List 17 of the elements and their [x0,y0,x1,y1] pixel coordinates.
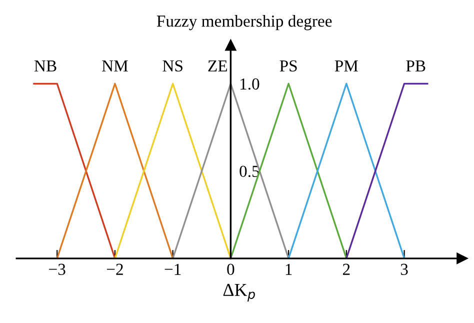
y-tick-label: 1.0 [240,78,260,90]
x-tick-label: 0 [227,264,234,275]
x-tick-label: 2 [342,264,350,275]
series-label: NS [162,60,182,72]
x-axis-title: ΔK$_{p}$ [223,284,255,302]
x-tick-label: −2 [106,264,123,275]
chart-title: Fuzzy membership degree [156,15,332,30]
x-tick-label: −1 [164,264,181,275]
x-tick-label: 1 [286,264,292,275]
x-tick-label: −3 [49,264,66,275]
series-label: PM [334,60,358,72]
series-label: NB [34,60,56,72]
series-label: PS [280,60,297,72]
series-label: NM [102,60,128,72]
series-label: PB [406,60,426,72]
series-label: ZE [208,60,227,72]
x-tick-label: 3 [400,264,408,275]
